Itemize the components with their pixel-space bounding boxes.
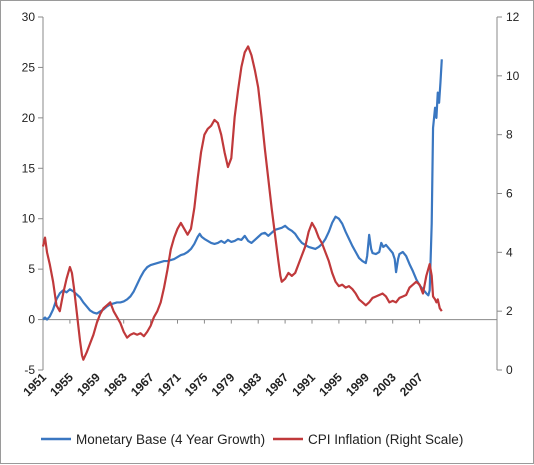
x-tick-label: 1983 [236,370,265,399]
right-tick-label: 10 [506,69,520,83]
right-tick-label: 2 [506,304,513,318]
series-line-cpi-inflation [41,45,443,361]
x-tick-label: 1979 [209,370,238,399]
series-layer [41,45,443,361]
right-tick-label: 4 [506,245,513,259]
right-tick-label: 0 [506,363,513,377]
right-tick-label: 8 [506,128,513,142]
series-line-monetary-base [42,59,443,321]
left-tick-label: 30 [22,10,36,24]
legend-label: CPI Inflation (Right Scale) [308,432,463,447]
x-tick-label: 1963 [101,370,130,399]
left-tick-label: 10 [22,212,36,226]
x-tick-label: 1971 [155,370,184,399]
x-tick-label: 1959 [74,370,103,399]
left-tick-label: 15 [22,161,36,175]
axes-layer: -505101520253002468101219511955195919631… [20,10,519,399]
x-tick-label: 1999 [343,370,372,399]
x-tick-label: 1967 [128,370,157,399]
left-tick-label: 5 [28,262,35,276]
left-tick-label: 20 [22,111,36,125]
legend: Monetary Base (4 Year Growth) CPI Inflati… [41,432,463,447]
legend-label: Monetary Base (4 Year Growth) [76,432,265,447]
x-tick-label: 2003 [370,370,399,399]
x-tick-label: 1955 [47,370,76,399]
left-tick-label: -5 [24,363,35,377]
x-tick-label: 2007 [397,370,426,399]
x-tick-label: 1987 [262,370,291,399]
x-tick-label: 1991 [289,370,318,399]
left-tick-label: 25 [22,60,36,74]
x-tick-label: 1995 [316,370,345,399]
right-tick-label: 12 [506,10,520,24]
x-tick-label: 1975 [182,370,211,399]
right-tick-label: 6 [506,187,513,201]
left-tick-label: 0 [28,313,35,327]
